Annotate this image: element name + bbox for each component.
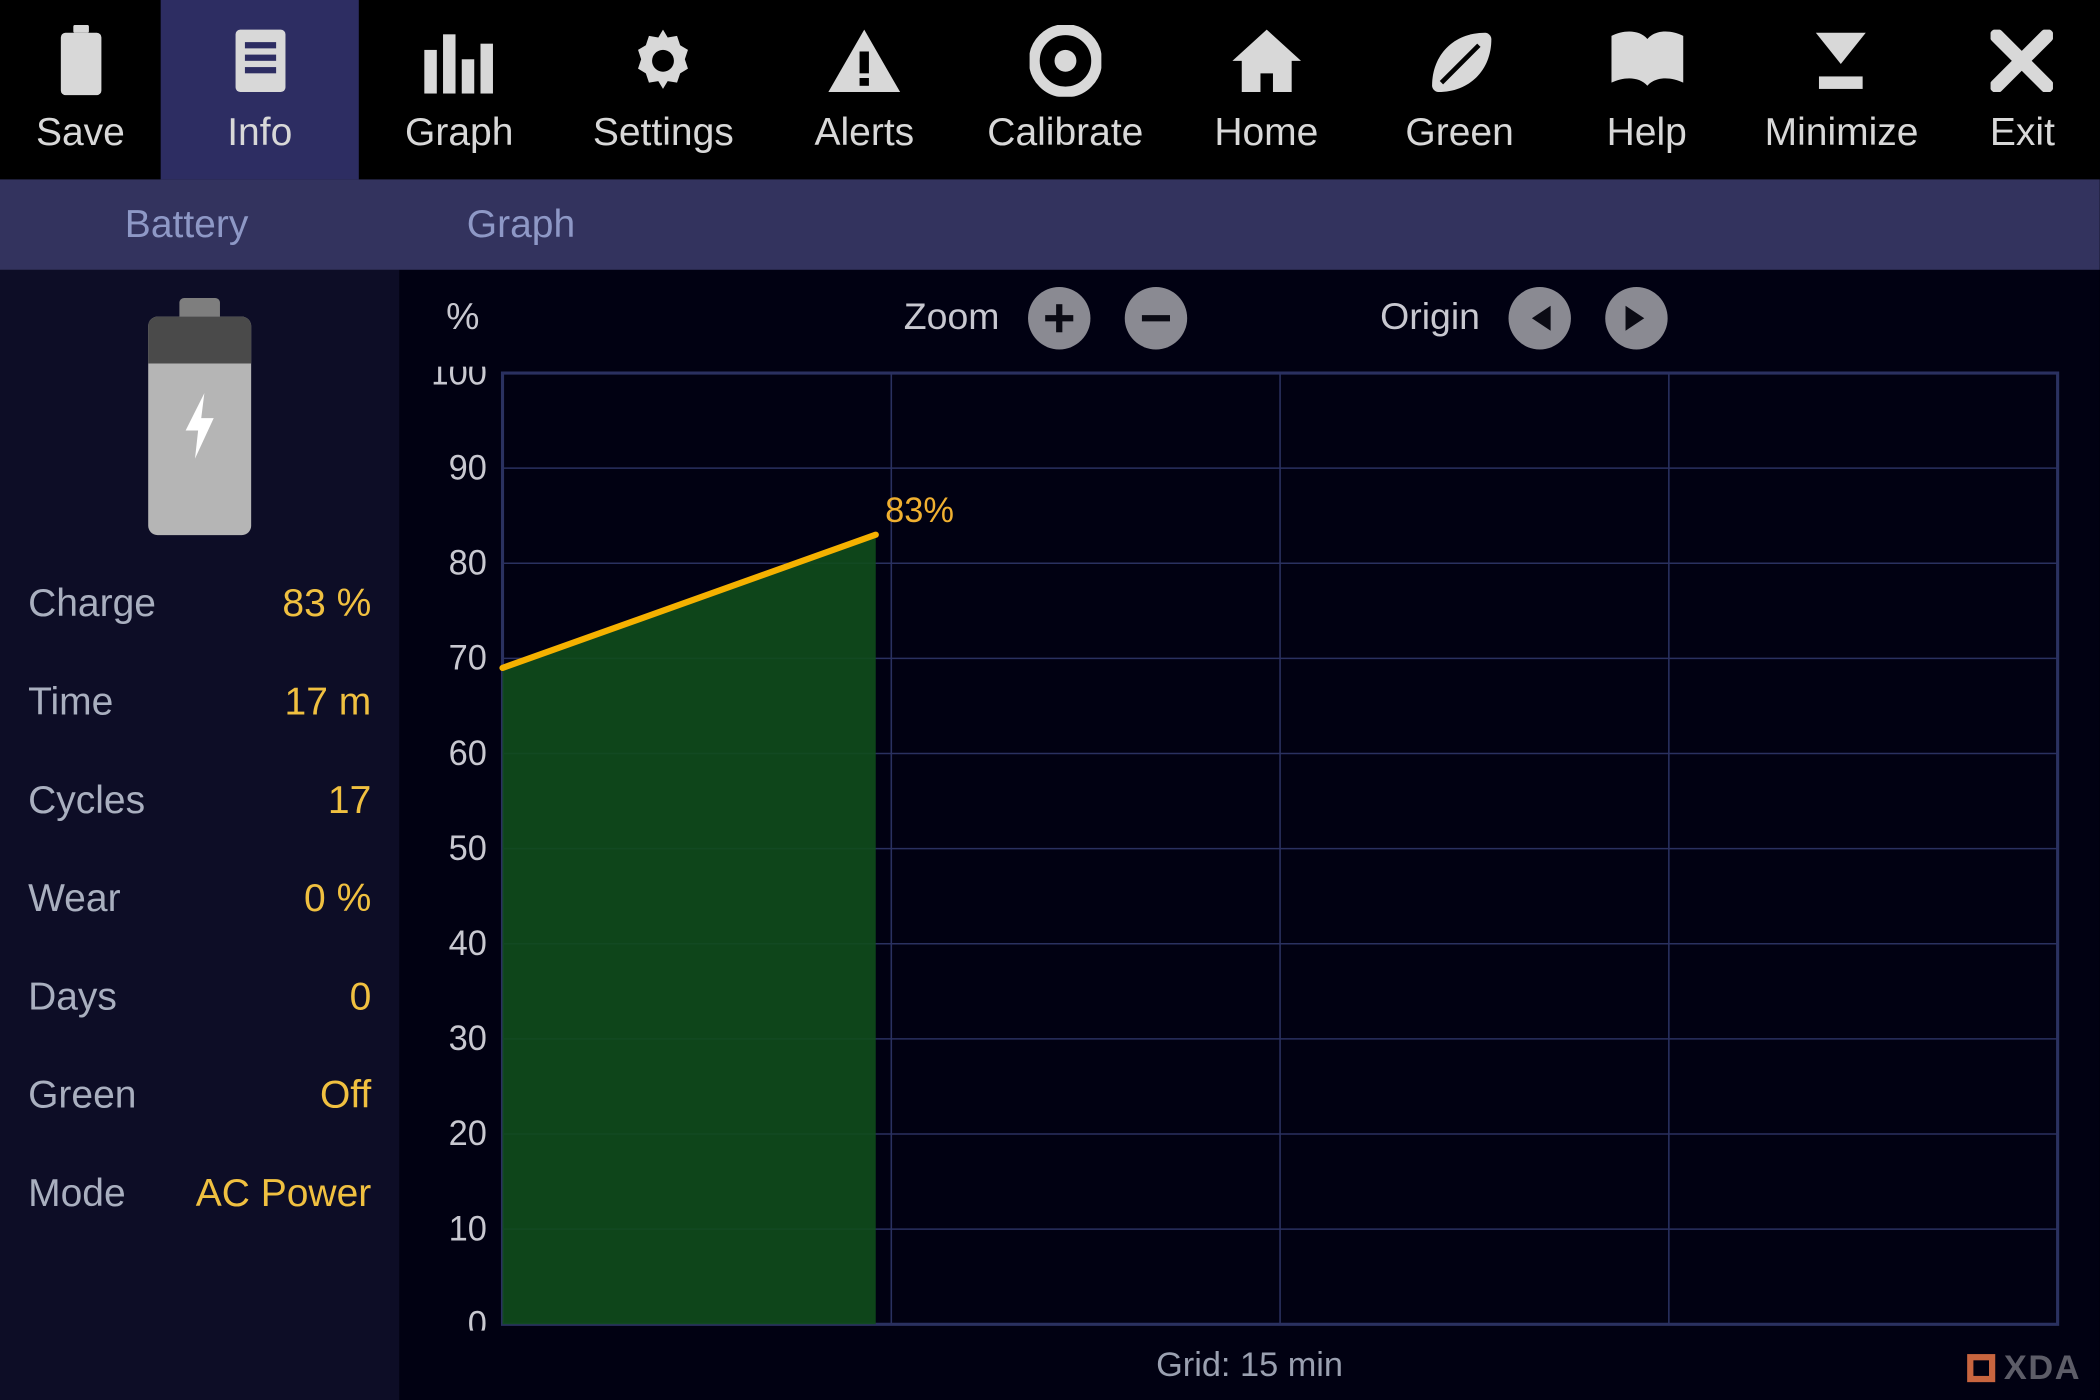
- origin-prev-button[interactable]: [1508, 287, 1570, 349]
- stat-wear: Wear 0 %: [28, 877, 371, 922]
- watermark-icon: [1966, 1354, 1994, 1382]
- stat-label: Green: [28, 1073, 136, 1118]
- stat-value: 0: [350, 975, 372, 1020]
- svg-text:10: 10: [449, 1209, 487, 1249]
- svg-text:0: 0: [468, 1304, 487, 1331]
- battery-sidebar: Charge 83 % Time 17 m Cycles 17 Wear 0 %…: [0, 270, 399, 1400]
- chart-area: 0 10 20 30 40 50 60 70 80 90 100 83%: [434, 367, 2061, 1331]
- toolbar-label: Home: [1214, 111, 1318, 156]
- document-icon: [229, 23, 291, 98]
- toolbar-graph[interactable]: Graph: [359, 0, 560, 179]
- svg-text:83%: 83%: [885, 490, 954, 530]
- toolbar-label: Alerts: [814, 111, 914, 156]
- y-axis-symbol: %: [446, 296, 479, 340]
- gear-icon: [627, 23, 699, 98]
- leaf-icon: [1425, 23, 1494, 98]
- stat-charge: Charge 83 %: [28, 582, 371, 627]
- toolbar-label: Graph: [405, 111, 513, 156]
- toolbar-label: Exit: [1990, 111, 2055, 156]
- origin-next-button[interactable]: [1605, 287, 1667, 349]
- watermark: XDA: [1966, 1348, 2081, 1389]
- toolbar-minimize[interactable]: Minimize: [1738, 0, 1945, 179]
- stat-cycles: Cycles 17: [28, 778, 371, 823]
- battery-chart: 0 10 20 30 40 50 60 70 80 90 100 83%: [434, 367, 2061, 1331]
- toolbar-info[interactable]: Info: [161, 0, 359, 179]
- home-icon: [1229, 23, 1304, 98]
- svg-text:50: 50: [449, 828, 487, 868]
- minimize-icon: [1810, 23, 1872, 98]
- stat-green: Green Off: [28, 1073, 371, 1118]
- zoom-out-button[interactable]: [1124, 287, 1186, 349]
- toolbar-label: Save: [36, 111, 125, 156]
- stat-label: Time: [28, 680, 113, 725]
- toolbar-green[interactable]: Green: [1364, 0, 1556, 179]
- stat-label: Cycles: [28, 778, 145, 823]
- svg-text:40: 40: [449, 924, 487, 964]
- toolbar-label: Help: [1607, 111, 1687, 156]
- toolbar-label: Settings: [593, 111, 734, 156]
- svg-text:60: 60: [449, 733, 487, 773]
- stat-value: Off: [320, 1073, 371, 1118]
- stat-label: Wear: [28, 877, 120, 922]
- tab-graph[interactable]: Graph: [342, 202, 669, 247]
- stat-mode: Mode AC Power: [28, 1172, 371, 1217]
- bar-chart-icon: [422, 23, 497, 98]
- toolbar-label: Calibrate: [987, 111, 1143, 156]
- svg-text:70: 70: [449, 638, 487, 678]
- watermark-text: XDA: [2004, 1348, 2081, 1389]
- toolbar-home[interactable]: Home: [1169, 0, 1364, 179]
- stat-days: Days 0: [28, 975, 371, 1020]
- warning-icon: [825, 23, 903, 98]
- toolbar-label: Minimize: [1765, 111, 1919, 156]
- zoom-label: Zoom: [904, 296, 1000, 340]
- toolbar-save[interactable]: Save: [0, 0, 161, 179]
- stat-label: Mode: [28, 1172, 126, 1217]
- svg-text:100: 100: [434, 367, 487, 393]
- stat-value: 17 m: [285, 680, 372, 725]
- toolbar-label: Info: [227, 111, 292, 156]
- toolbar-label: Green: [1405, 111, 1513, 156]
- toolbar-settings[interactable]: Settings: [560, 0, 767, 179]
- chart-footer: Grid: 15 min: [399, 1345, 2099, 1386]
- sub-tab-bar: Battery Graph: [0, 179, 2100, 269]
- toolbar-alerts[interactable]: Alerts: [767, 0, 962, 179]
- stat-value: 0 %: [304, 877, 371, 922]
- battery-icon: [57, 23, 104, 98]
- svg-text:30: 30: [449, 1019, 487, 1059]
- toolbar-exit[interactable]: Exit: [1945, 0, 2100, 179]
- origin-label: Origin: [1380, 296, 1480, 340]
- close-icon: [1991, 23, 2053, 98]
- main-toolbar: Save Info Graph Settings Alerts: [0, 0, 2100, 179]
- svg-text:20: 20: [449, 1114, 487, 1154]
- svg-text:90: 90: [449, 448, 487, 488]
- book-icon: [1608, 23, 1686, 98]
- chart-controls: % Zoom Origin: [399, 270, 2099, 367]
- chart-panel: % Zoom Origin 0 10 20 30 40 50 60 70 80 90 100: [399, 270, 2099, 1400]
- tab-battery[interactable]: Battery: [0, 202, 342, 247]
- zoom-in-button[interactable]: [1028, 287, 1090, 349]
- stat-value: 83 %: [282, 582, 371, 627]
- stat-value: AC Power: [196, 1172, 372, 1217]
- stat-label: Charge: [28, 582, 156, 627]
- target-icon: [1029, 23, 1101, 98]
- svg-text:80: 80: [449, 543, 487, 583]
- toolbar-calibrate[interactable]: Calibrate: [962, 0, 1169, 179]
- stats-list: Charge 83 % Time 17 m Cycles 17 Wear 0 %…: [28, 582, 371, 1217]
- battery-status-icon: [28, 301, 371, 582]
- stat-time: Time 17 m: [28, 680, 371, 725]
- stat-value: 17: [328, 778, 371, 823]
- stat-label: Days: [28, 975, 117, 1020]
- toolbar-help[interactable]: Help: [1555, 0, 1737, 179]
- main-content: Charge 83 % Time 17 m Cycles 17 Wear 0 %…: [0, 270, 2100, 1400]
